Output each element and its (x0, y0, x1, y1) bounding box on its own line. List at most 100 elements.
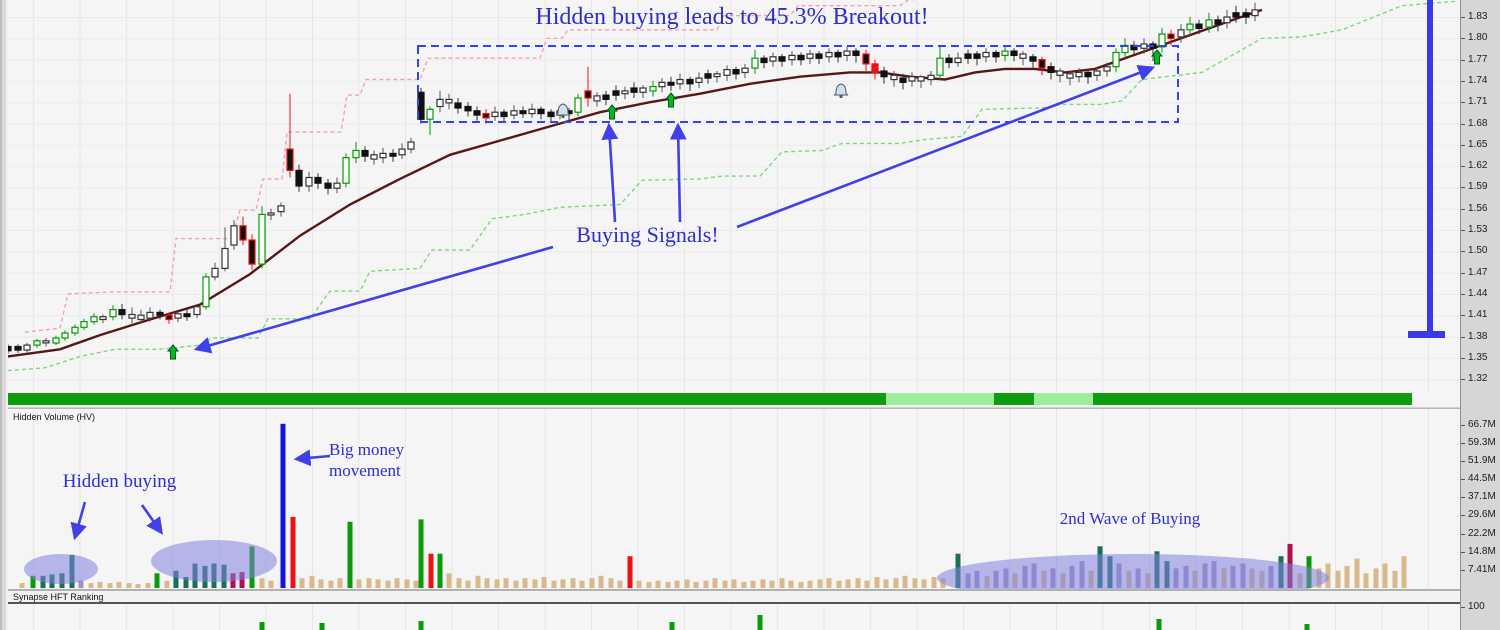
volume-bar (135, 584, 141, 588)
volume-bar (484, 578, 490, 588)
volume-bar (145, 583, 151, 588)
volume-bar (598, 575, 604, 589)
volume-axis-label: 59.3M (1468, 436, 1496, 448)
price-axis-label: 1.65 (1468, 138, 1488, 150)
axis-tick (1461, 293, 1465, 295)
candlestick (519, 110, 527, 115)
volume-bar (921, 579, 927, 588)
candlestick (797, 54, 805, 61)
volume-axis-label: 14.8M (1468, 545, 1496, 557)
candlestick (639, 87, 647, 93)
volume-bar (299, 578, 305, 588)
volume-bar (413, 580, 419, 589)
candlestick (1047, 66, 1055, 73)
volume-bar (88, 583, 94, 588)
price-chart-panel[interactable] (8, 0, 1461, 392)
volume-bar (116, 581, 122, 588)
volume-bar (874, 577, 880, 588)
candlestick (379, 152, 387, 159)
candlestick (71, 326, 79, 334)
candlestick (109, 309, 117, 318)
candlestick (871, 63, 879, 74)
volume-axis-label: 51.9M (1468, 454, 1496, 466)
volume-bar (494, 579, 500, 588)
price-axis-label: 1.80 (1468, 32, 1488, 44)
price-axis-label: 1.47 (1468, 266, 1488, 278)
buy-signal-arrow-icon (1150, 49, 1164, 65)
volume-bar (437, 553, 443, 588)
candlestick (537, 108, 545, 115)
axis-tick (1461, 59, 1465, 61)
hft-ranking-bar (259, 622, 265, 630)
candlestick (612, 90, 620, 96)
candlestick (908, 76, 916, 82)
volume-bar (356, 579, 362, 588)
candlestick (295, 169, 303, 187)
axis-tick (1461, 497, 1465, 499)
hft-ranking-panel[interactable] (8, 604, 1461, 630)
candlestick (277, 205, 285, 213)
candlestick (1158, 33, 1166, 48)
big-money-line1: Big money (329, 440, 405, 459)
price-axis-label: 1.56 (1468, 202, 1488, 214)
hidden-volume-panel[interactable] (8, 409, 1461, 589)
trend-strip-segment-dark (994, 393, 1034, 405)
candlestick (14, 345, 22, 351)
volume-bar (385, 580, 391, 589)
candlestick (193, 306, 201, 316)
axis-tick (1461, 336, 1465, 338)
candlestick (890, 74, 898, 81)
volume-bar (931, 577, 937, 588)
candlestick (510, 110, 518, 116)
candlestick (407, 141, 415, 150)
axis-tick (1461, 357, 1465, 359)
candlestick (8, 345, 12, 352)
volume-axis-label: 29.6M (1468, 509, 1496, 521)
volume-bar (570, 578, 576, 588)
axis-tick (1461, 424, 1465, 426)
alert-bell-clapper (839, 94, 843, 99)
candlestick (1075, 71, 1083, 78)
candlestick (454, 102, 462, 109)
price-axis-label: 1.53 (1468, 224, 1488, 236)
axis-tick (1461, 17, 1465, 19)
trend-strip-segment-light (886, 393, 994, 405)
volume-bar (318, 579, 324, 588)
volume-bar (309, 575, 315, 589)
volume-bar (883, 579, 889, 588)
price-axis-label: 1.32 (1468, 373, 1488, 385)
volume-bar (807, 580, 813, 589)
volume-bar (845, 579, 851, 588)
candlestick (361, 149, 369, 157)
candlestick (649, 85, 657, 92)
candlestick (602, 94, 610, 100)
price-axis-label: 1.35 (1468, 351, 1488, 363)
candlestick (202, 276, 210, 308)
candlestick (491, 111, 499, 118)
volume-bar (290, 516, 296, 588)
volume-bar (712, 578, 718, 588)
candlestick (695, 77, 703, 83)
candlestick (118, 309, 126, 316)
volume-bar (750, 580, 756, 589)
volume-axis-label: 22.2M (1468, 527, 1496, 539)
volume-bar (1392, 570, 1398, 588)
axis-tick (1461, 478, 1465, 480)
candlestick (1167, 33, 1175, 39)
candlestick (769, 56, 777, 62)
candlestick (1251, 9, 1259, 17)
candlestick (825, 51, 833, 58)
price-axis-label: 1.71 (1468, 96, 1488, 108)
volume-bar (579, 580, 585, 589)
volume-axis-label: 7.41M (1468, 563, 1496, 575)
volume-bar (646, 581, 652, 588)
buy-signal-arrow-icon (605, 104, 619, 120)
volume-bar (337, 578, 343, 588)
measurement-line (1427, 0, 1433, 333)
candlestick (917, 76, 925, 82)
candlestick (473, 110, 481, 116)
trend-strip-segment-dark (8, 393, 886, 405)
price-axis[interactable]: 1.83 1.80 1.77 1.74 1.71 1.68 1.65 1.62 1.59 1.56… (1460, 0, 1500, 630)
volume-bar (826, 578, 832, 588)
